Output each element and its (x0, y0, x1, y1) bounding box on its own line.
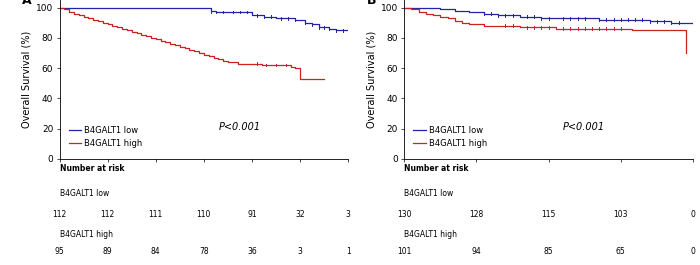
Text: B4GALT1 high: B4GALT1 high (405, 230, 457, 239)
Text: 65: 65 (616, 247, 626, 256)
Text: B4GALT1 high: B4GALT1 high (60, 230, 113, 239)
Legend: B4GALT1 low, B4GALT1 high: B4GALT1 low, B4GALT1 high (410, 122, 491, 151)
Text: Number at risk: Number at risk (60, 164, 124, 173)
Text: 112: 112 (101, 210, 115, 219)
Y-axis label: Overall Survival (%): Overall Survival (%) (22, 31, 32, 128)
Text: 95: 95 (55, 247, 64, 256)
Text: P<0.001: P<0.001 (563, 122, 606, 132)
Text: 115: 115 (541, 210, 556, 219)
Text: 101: 101 (397, 247, 412, 256)
Text: 0: 0 (691, 210, 695, 219)
Text: P<0.001: P<0.001 (218, 122, 260, 132)
Text: B4GALT1 low: B4GALT1 low (405, 189, 454, 198)
Text: B: B (367, 0, 376, 7)
Text: 78: 78 (199, 247, 209, 256)
Text: 112: 112 (52, 210, 66, 219)
Text: 130: 130 (397, 210, 412, 219)
Text: 36: 36 (247, 247, 257, 256)
Text: 3: 3 (298, 247, 302, 256)
Text: B4GALT1 low: B4GALT1 low (60, 189, 108, 198)
Text: 84: 84 (151, 247, 160, 256)
Text: 32: 32 (295, 210, 305, 219)
Y-axis label: Overall Survival (%): Overall Survival (%) (367, 31, 377, 128)
Text: 1: 1 (346, 247, 351, 256)
Text: 89: 89 (103, 247, 113, 256)
Text: 0: 0 (691, 247, 695, 256)
Text: Number at risk: Number at risk (405, 164, 469, 173)
Text: 3: 3 (346, 210, 351, 219)
Text: 91: 91 (247, 210, 257, 219)
Text: 85: 85 (544, 247, 554, 256)
Legend: B4GALT1 low, B4GALT1 high: B4GALT1 low, B4GALT1 high (65, 122, 146, 151)
Text: 103: 103 (614, 210, 628, 219)
Text: 111: 111 (148, 210, 163, 219)
Text: 128: 128 (469, 210, 484, 219)
Text: A: A (22, 0, 32, 7)
Text: 110: 110 (197, 210, 211, 219)
Text: 94: 94 (472, 247, 482, 256)
